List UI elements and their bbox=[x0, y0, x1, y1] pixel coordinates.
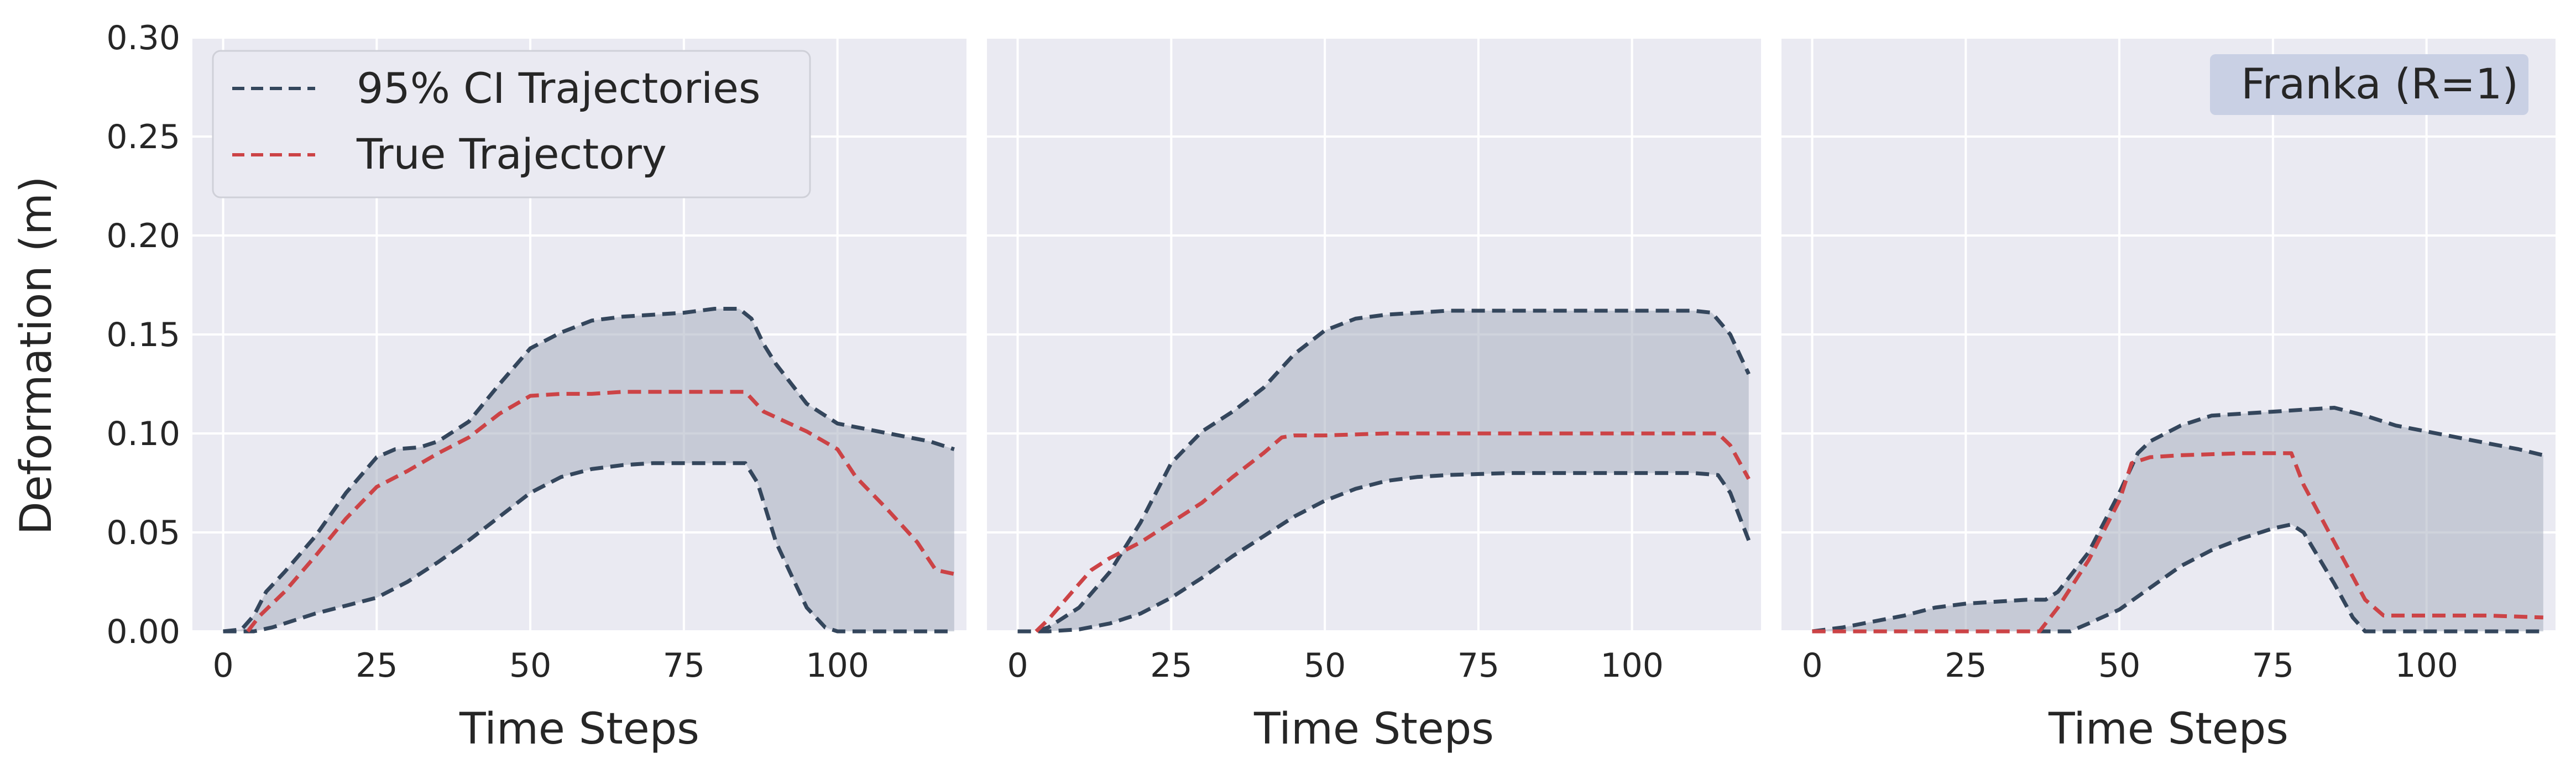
x-tick-label: 50 bbox=[1304, 646, 1346, 685]
x-tick-label: 50 bbox=[2098, 646, 2140, 685]
robot-badge-label: Franka (R=1) bbox=[2241, 59, 2518, 108]
x-axis-label: Time Steps bbox=[1253, 704, 1494, 754]
ci-band bbox=[1812, 407, 2543, 631]
true-trajectory-line bbox=[1812, 451, 2543, 634]
x-tick-label: 100 bbox=[806, 646, 869, 685]
x-tick-label: 100 bbox=[2395, 646, 2458, 685]
y-tick-label: 0.00 bbox=[106, 613, 180, 651]
y-tick-label: 0.15 bbox=[106, 316, 180, 354]
y-tick-label: 0.10 bbox=[106, 415, 180, 453]
y-axis-label: Deformation (m) bbox=[12, 176, 61, 535]
y-tick-label: 0.25 bbox=[106, 118, 180, 156]
x-tick-label: 0 bbox=[212, 646, 233, 685]
y-tick-label: 0.05 bbox=[106, 514, 180, 552]
robot-badge: Franka (R=1) bbox=[2210, 54, 2528, 115]
x-tick-label: 75 bbox=[1457, 646, 1499, 685]
chart-panel-2: 0 25 50 75 100 Time Steps bbox=[987, 36, 1761, 754]
y-tick-label: 0.20 bbox=[106, 217, 180, 255]
x-tick-label: 50 bbox=[509, 646, 551, 685]
legend-ci-label: 95% CI Trajectories bbox=[357, 64, 760, 113]
x-tick-label: 100 bbox=[1600, 646, 1664, 685]
ci-band bbox=[1017, 311, 1749, 631]
x-tick-label: 0 bbox=[1801, 646, 1822, 685]
y-tick-label: 0.30 bbox=[106, 19, 180, 57]
ci-upper-line bbox=[223, 307, 955, 634]
x-tick-label: 0 bbox=[1007, 646, 1028, 685]
x-tick-label: 25 bbox=[356, 646, 398, 685]
ci-band bbox=[223, 308, 954, 631]
x-tick-label: 75 bbox=[663, 646, 705, 685]
legend: 95% CI Trajectories True Trajectory bbox=[212, 50, 811, 198]
legend-true-label: True Trajectory bbox=[356, 129, 667, 179]
ci-upper-line bbox=[1017, 308, 1751, 634]
chart-panel-3: 0 25 50 75 100 Time Steps bbox=[1781, 36, 2556, 754]
x-axis-label: Time Steps bbox=[2048, 704, 2288, 754]
legend-box bbox=[212, 50, 811, 198]
x-tick-label: 25 bbox=[1150, 646, 1192, 685]
ci-lower-line bbox=[223, 461, 954, 634]
x-tick-label: 75 bbox=[2252, 646, 2294, 685]
true-trajectory-line bbox=[1034, 431, 1751, 633]
ci-lower-line bbox=[1017, 471, 1751, 634]
x-tick-label: 25 bbox=[1945, 646, 1987, 685]
robot-badge-bg bbox=[2210, 54, 2528, 115]
ci-upper-line bbox=[1812, 406, 2544, 634]
true-trajectory-line bbox=[246, 390, 955, 633]
x-axis-label: Time Steps bbox=[459, 704, 699, 754]
